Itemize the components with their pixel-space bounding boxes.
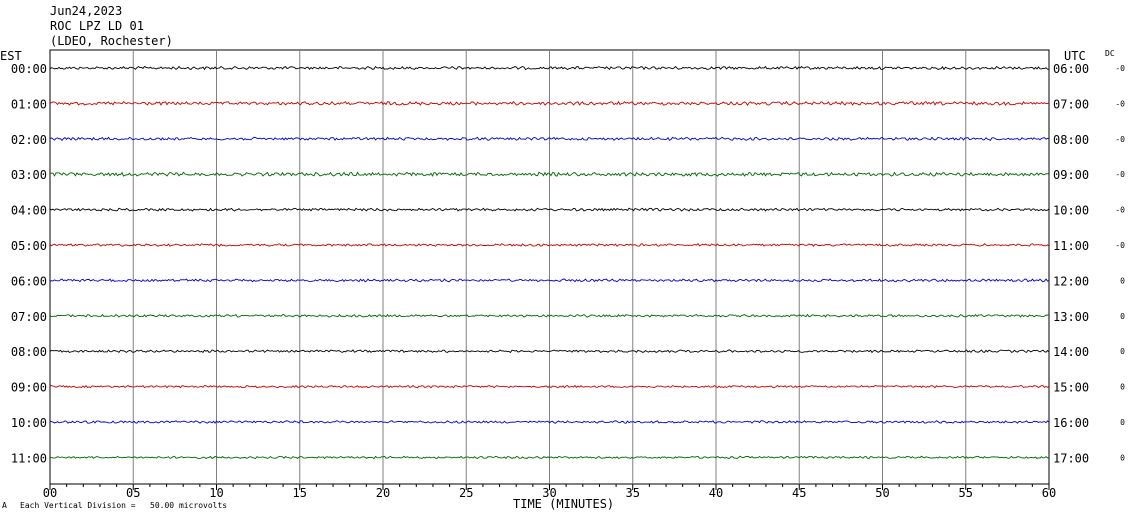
- x-tick-label: 15: [293, 486, 307, 500]
- trace-right-time: 06:00: [1053, 62, 1089, 76]
- trace-left-time: 04:00: [11, 204, 47, 218]
- scale-note: Each Vertical Division = 50.00 microvolt…: [20, 501, 228, 510]
- trace-dc-value: -0: [1115, 170, 1125, 179]
- trace-dc-value: -0: [1115, 206, 1125, 215]
- trace-dc-value: -0: [1115, 135, 1125, 144]
- trace-dc-value: -0: [1115, 64, 1125, 73]
- trace-right-time: 10:00: [1053, 204, 1089, 218]
- trace-right-time: 17:00: [1053, 451, 1089, 465]
- x-tick-label: 30: [542, 486, 556, 500]
- trace-right-time: 15:00: [1053, 381, 1089, 395]
- trace-dc-value: -0: [1115, 99, 1125, 108]
- trace-right-time: 14:00: [1053, 345, 1089, 359]
- right-timezone-label: UTC: [1064, 49, 1086, 63]
- x-tick-label: 20: [376, 486, 390, 500]
- trace-line: [49, 313, 1050, 318]
- x-tick-label: 35: [626, 486, 640, 500]
- trace-right-time: 11:00: [1053, 239, 1089, 253]
- trace-left-time: 07:00: [11, 310, 47, 324]
- trace-dc-value: 0: [1120, 453, 1125, 462]
- trace-dc-value: -0: [1115, 241, 1125, 250]
- trace-line: [49, 65, 1050, 71]
- trace-right-time: 13:00: [1053, 310, 1089, 324]
- trace-left-time: 11:00: [11, 451, 47, 465]
- trace-dc-value: 0: [1120, 312, 1125, 321]
- trace-right-time: 09:00: [1053, 168, 1089, 182]
- trace-line: [49, 349, 1050, 354]
- trace-left-time: 03:00: [11, 168, 47, 182]
- trace-dc-value: 0: [1120, 276, 1125, 285]
- x-tick-label: 50: [875, 486, 889, 500]
- dc-label: DC: [1105, 49, 1115, 58]
- trace-right-time: 16:00: [1053, 416, 1089, 430]
- x-tick-label: 25: [459, 486, 473, 500]
- trace-line: [49, 243, 1050, 247]
- trace-right-time: 12:00: [1053, 274, 1089, 288]
- x-tick-label: 00: [43, 486, 57, 500]
- trace-line: [49, 384, 1050, 389]
- trace-line: [49, 455, 1050, 460]
- trace-left-time: 01:00: [11, 97, 47, 111]
- trace-dc-value: 0: [1120, 347, 1125, 356]
- x-tick-label: 05: [126, 486, 140, 500]
- trace-right-time: 07:00: [1053, 97, 1089, 111]
- chart-date: Jun24,2023: [50, 4, 123, 18]
- trace-left-time: 06:00: [11, 274, 47, 288]
- trace-left-time: 08:00: [11, 345, 47, 359]
- trace-left-time: 00:00: [11, 62, 47, 76]
- trace-dc-value: 0: [1120, 418, 1125, 427]
- trace-line: [49, 207, 1050, 212]
- x-tick-label: 40: [709, 486, 723, 500]
- trace-left-time: 05:00: [11, 239, 47, 253]
- x-tick-label: 55: [959, 486, 973, 500]
- trace-left-time: 10:00: [11, 416, 47, 430]
- trace-line: [49, 171, 1050, 177]
- x-tick-label: 45: [792, 486, 806, 500]
- x-axis-label: TIME (MINUTES): [513, 497, 615, 511]
- footer-mark: A: [2, 501, 7, 510]
- x-tick-label: 10: [209, 486, 223, 500]
- network-name: (LDEO, Rochester): [50, 34, 173, 48]
- trace-left-time: 09:00: [11, 381, 47, 395]
- trace-right-time: 08:00: [1053, 133, 1089, 147]
- trace-line: [49, 278, 1050, 283]
- left-timezone-label: EST: [0, 49, 22, 63]
- x-tick-label: 60: [1042, 486, 1056, 500]
- trace-line: [49, 420, 1050, 424]
- station-name: ROC LPZ LD 01: [50, 19, 144, 33]
- trace-line: [49, 136, 1050, 141]
- trace-dc-value: 0: [1120, 383, 1125, 392]
- trace-line: [49, 100, 1050, 106]
- trace-left-time: 02:00: [11, 133, 47, 147]
